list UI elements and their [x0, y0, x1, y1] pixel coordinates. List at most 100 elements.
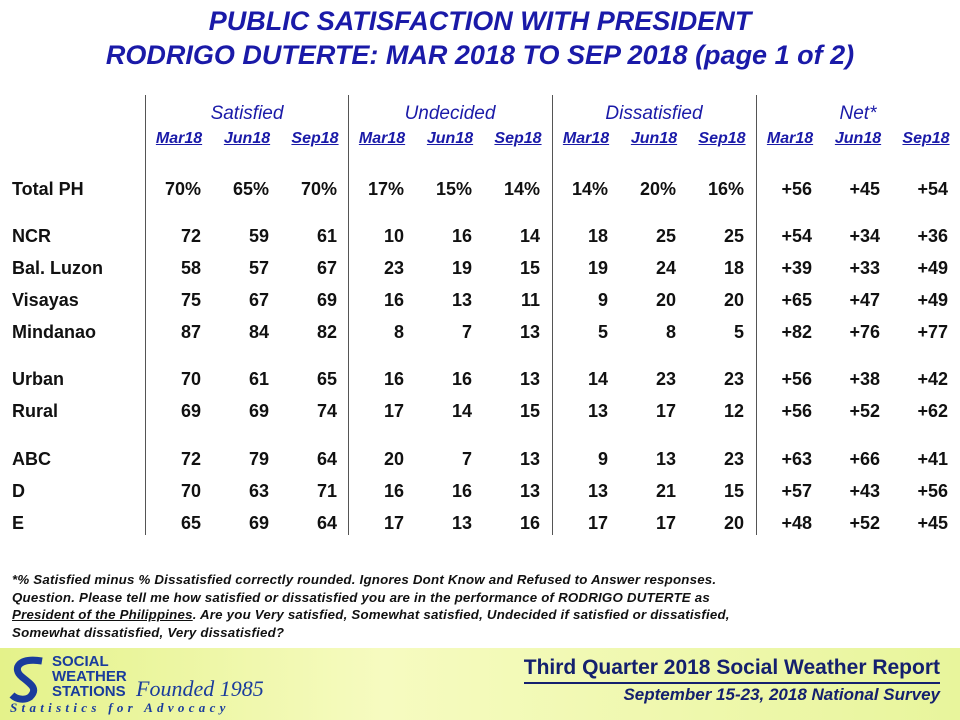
cell: +36: [917, 226, 948, 246]
cell: 18: [587, 226, 608, 246]
cell: 16: [451, 369, 472, 389]
cell: 16: [383, 369, 404, 389]
cell: 61: [248, 369, 269, 389]
row-label: ABC: [12, 449, 51, 469]
row-label: D: [12, 481, 25, 501]
footnote-line: *% Satisfied minus % Dissatisfied correc…: [12, 572, 716, 587]
row-label: E: [12, 513, 25, 533]
cell: 18: [723, 258, 744, 278]
cell: 72: [180, 449, 201, 469]
cell: 21: [655, 481, 676, 501]
cell: 69: [316, 290, 337, 310]
column-divider: [552, 95, 553, 535]
cell: 17: [383, 401, 404, 421]
cell: +33: [849, 258, 880, 278]
cell: +45: [917, 513, 948, 533]
cell: 13: [451, 290, 472, 310]
cell: +43: [849, 481, 880, 501]
title-line: PUBLIC SATISFACTION WITH PRESIDENT: [208, 6, 752, 36]
cell: 17%: [367, 179, 404, 199]
cell: 20: [655, 290, 676, 310]
column-header: Mar18: [562, 130, 610, 147]
footnote-text: President of the Philippines: [12, 607, 193, 622]
footnote-line: President of the Philippines. Are you Ve…: [12, 607, 730, 622]
footnote-text: *% Satisfied minus % Dissatisfied correc…: [12, 572, 717, 587]
cell: +39: [781, 258, 812, 278]
column-header: Jun18: [834, 130, 882, 147]
cell: 23: [655, 369, 676, 389]
footer-band: [0, 648, 960, 720]
cell: 59: [248, 226, 269, 246]
tagline: Statistics for Advocacy: [10, 700, 230, 715]
cell: 19: [587, 258, 608, 278]
cell: 69: [180, 401, 201, 421]
cell: +49: [917, 258, 948, 278]
column-header: Jun18: [426, 130, 474, 147]
cell: 70%: [164, 179, 201, 199]
cell: 7: [461, 322, 472, 342]
cell: 84: [248, 322, 269, 342]
cell: 24: [655, 258, 676, 278]
cell: +56: [781, 179, 812, 199]
cell: 17: [383, 513, 404, 533]
cell: 17: [655, 401, 676, 421]
cell: 72: [180, 226, 201, 246]
cell: 69: [248, 513, 269, 533]
cell: 20%: [639, 179, 676, 199]
cell: 15: [519, 258, 540, 278]
column-header: Sep18: [494, 130, 542, 147]
cell: 71: [316, 481, 337, 501]
cell: 15%: [435, 179, 472, 199]
cell: 10: [383, 226, 404, 246]
cell: 13: [519, 449, 540, 469]
cell: +52: [849, 401, 880, 421]
cell: 61: [316, 226, 337, 246]
cell: 9: [597, 449, 608, 469]
cell: +38: [849, 369, 880, 389]
cell: 14: [451, 401, 472, 421]
cell: 67: [248, 290, 269, 310]
cell: 14: [519, 226, 540, 246]
column-header: Jun18: [630, 130, 678, 147]
cell: +76: [849, 322, 880, 342]
cell: 15: [723, 481, 744, 501]
cell: 64: [316, 513, 337, 533]
cell: +54: [917, 179, 948, 199]
cell: 16: [451, 226, 472, 246]
cell: 25: [655, 226, 676, 246]
column-divider: [145, 95, 146, 535]
group-header: Satisfied: [210, 103, 284, 124]
cell: 23: [723, 449, 744, 469]
cell: 82: [316, 322, 337, 342]
footnote-text: Question. Please tell me how satisfied o…: [12, 589, 710, 605]
cell: 16: [383, 290, 404, 310]
logo-mark: [9, 656, 43, 703]
cell: 17: [587, 513, 608, 533]
cell: 69: [248, 401, 269, 421]
cell: 13: [519, 481, 540, 501]
column-header: Mar18: [766, 130, 814, 147]
column-header: Mar18: [155, 130, 203, 147]
cell: 13: [587, 401, 608, 421]
title-line: RODRIGO DUTERTE: MAR 2018 TO SEP 2018 (p…: [105, 40, 855, 70]
logo-text: SOCIAL: [52, 653, 109, 670]
cell: +82: [781, 322, 812, 342]
cell: 65%: [232, 179, 269, 199]
footnote-text: . Are you Very satisfied, Somewhat satis…: [192, 607, 730, 622]
cell: 87: [180, 322, 201, 342]
cell: +66: [849, 449, 880, 469]
cell: +63: [781, 449, 812, 469]
cell: 23: [383, 258, 404, 278]
cell: +34: [849, 226, 880, 246]
cell: +65: [781, 290, 812, 310]
footnote-line: Question. Please tell me how satisfied o…: [12, 590, 710, 605]
cell: 23: [723, 369, 744, 389]
row-label: Urban: [12, 369, 65, 389]
column-divider: [756, 95, 757, 535]
cell: 14%: [503, 179, 540, 199]
cell: 25: [723, 226, 744, 246]
cell: 13: [519, 369, 540, 389]
cell: +45: [849, 179, 880, 199]
row-label: Visayas: [12, 290, 79, 310]
